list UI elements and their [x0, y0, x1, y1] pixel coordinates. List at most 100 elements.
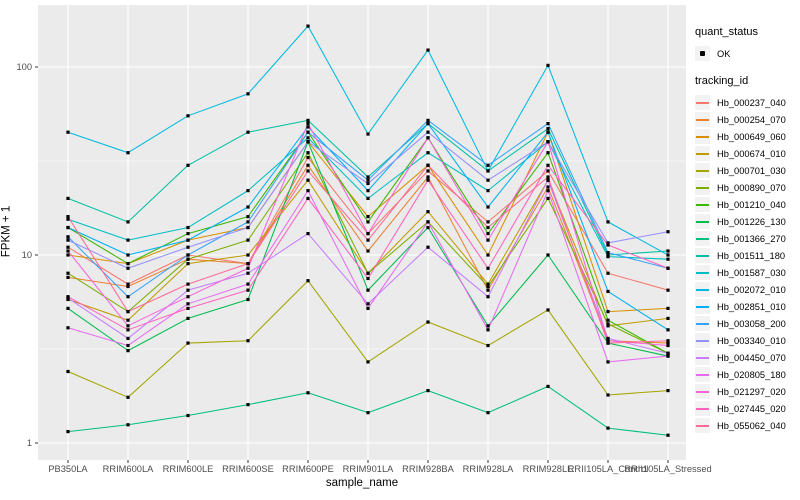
line-swatch-icon [696, 322, 709, 325]
line-swatch-icon [696, 390, 709, 393]
data-point [186, 253, 190, 257]
data-point [306, 118, 310, 122]
data-point [546, 308, 550, 312]
data-point [486, 328, 490, 332]
data-point [606, 339, 610, 343]
legend-item-label: Hb_020805_180 [717, 369, 786, 380]
legend-key [695, 112, 710, 127]
data-point [66, 271, 70, 275]
x-tick-label: RRIM600LA [103, 464, 154, 474]
data-point [66, 429, 70, 434]
line-swatch-icon [696, 237, 709, 240]
x-axis-title: sample_name [325, 477, 399, 489]
data-point [126, 349, 130, 353]
data-point [666, 316, 670, 321]
data-point [426, 388, 430, 393]
data-point [186, 341, 190, 345]
legend-key [695, 384, 710, 399]
data-point [366, 288, 370, 292]
legend-item: Hb_001511_180 [695, 247, 799, 264]
data-point [606, 393, 610, 397]
legend-item-label: Hb_021297_020 [717, 386, 786, 397]
data-point [66, 275, 70, 280]
line-swatch-icon [696, 288, 709, 291]
data-point [306, 169, 310, 173]
data-point [186, 306, 190, 310]
data-point [546, 169, 550, 173]
data-point [306, 140, 310, 144]
legend-item-label: Hb_002072_010 [717, 284, 786, 295]
data-point [66, 130, 70, 134]
data-point [126, 253, 130, 257]
line-swatch-icon [696, 186, 709, 189]
data-point [306, 125, 310, 129]
data-point [486, 178, 490, 182]
data-point [366, 231, 370, 236]
data-point [246, 92, 250, 96]
data-point [426, 136, 430, 140]
legend-item-label: Hb_001226_130 [717, 216, 786, 227]
legend-item-label: OK [717, 48, 731, 59]
data-point [486, 266, 490, 270]
data-point [486, 163, 490, 167]
legend-key [695, 214, 710, 229]
data-point [126, 324, 130, 328]
data-point [486, 288, 490, 292]
x-tick-label: RRIM600LE [163, 464, 214, 474]
data-point [486, 253, 490, 257]
legend-item-label: Hb_000254_070 [717, 114, 786, 125]
data-point [666, 339, 670, 343]
line-swatch-icon [696, 152, 709, 155]
data-point [666, 433, 670, 437]
legend-item: Hb_003340_010 [695, 332, 799, 349]
data-point [246, 297, 250, 302]
x-tick-label: RRIM928LE [523, 464, 574, 474]
data-point [306, 136, 310, 140]
data-point [186, 114, 190, 118]
data-point [186, 245, 190, 249]
data-point [66, 306, 70, 310]
data-point [66, 235, 70, 239]
data-point [66, 326, 70, 330]
line-swatch-icon [696, 407, 709, 410]
data-point [66, 253, 70, 257]
data-point [126, 262, 130, 266]
data-point [246, 266, 250, 270]
legend-key [695, 180, 710, 195]
data-point [186, 225, 190, 230]
data-point [366, 238, 370, 242]
data-point [306, 279, 310, 283]
data-point [666, 257, 670, 261]
legend-key [695, 197, 710, 212]
data-point [426, 118, 430, 122]
legend-item: Hb_001210_040 [695, 196, 799, 213]
data-point [546, 151, 550, 155]
tracking-id-legend-items: Hb_000237_040 Hb_000254_070 Hb_000649_060 H… [695, 94, 799, 434]
data-point [126, 423, 130, 427]
x-tick-label: RRIM600SE [222, 464, 274, 474]
data-point [486, 411, 490, 415]
data-point [246, 130, 250, 134]
data-point [306, 163, 310, 167]
data-point [366, 132, 370, 136]
data-point [126, 395, 130, 399]
data-point [426, 178, 430, 182]
data-point [666, 288, 670, 292]
data-point [546, 178, 550, 182]
data-point [66, 245, 70, 249]
data-point [426, 175, 430, 179]
data-point [306, 151, 310, 155]
data-point [246, 189, 250, 193]
data-point [246, 262, 250, 266]
legend-item: Hb_001587_030 [695, 264, 799, 281]
data-point [486, 189, 490, 193]
legend-item: Hb_000237_040 [695, 94, 799, 111]
data-point [366, 220, 370, 224]
data-point [186, 238, 190, 242]
data-point [606, 426, 610, 430]
data-point [486, 343, 490, 348]
data-point [666, 341, 670, 345]
legend-title-tracking-id: tracking_id [695, 75, 749, 87]
data-point [126, 328, 130, 332]
